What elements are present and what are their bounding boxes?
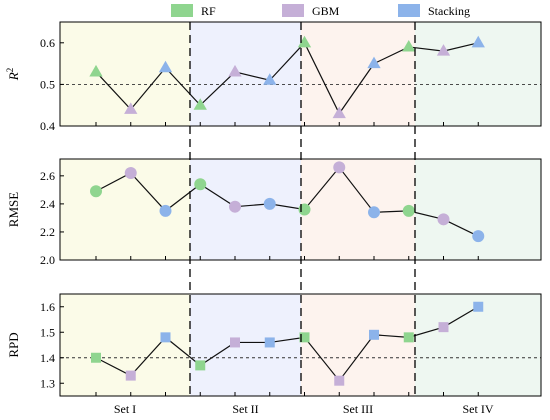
panel-2-point-9 [368,206,380,219]
legend-swatch-rf [171,4,193,17]
panel-3-point-1 [91,352,101,363]
panel-2-ytick-label-1: 2.0 [40,253,55,267]
panel-3-point-9 [369,329,379,340]
panel-2-ytick-label-2: 2.2 [40,225,55,239]
panel-2-point-12 [472,230,485,243]
panel-2-point-7 [298,203,311,216]
panel-2-point-3 [159,204,172,217]
panel-1-point-12 [471,35,485,48]
panel-3-set-band-1 [60,294,190,396]
panel-3-set-band-3 [301,294,415,396]
legend-label-stacking: Stacking [428,4,470,18]
set-label-3: Set III [343,402,373,416]
panel-1-point-6 [263,73,277,85]
panel-2-point-5 [229,200,241,213]
panel-1-point-5 [228,64,242,77]
panel-1-point-11 [436,44,451,56]
panel-2-point-10 [402,204,415,217]
panel-3-ytick-label-2: 1.4 [40,351,55,365]
legend-swatch-gbm [282,4,304,17]
panel-1-point-9 [367,56,381,69]
panel-3-point-6 [264,337,275,348]
panel-3-point-10 [403,332,414,343]
panel-3-ytick-label-3: 1.5 [40,325,55,339]
panel-1-ytick-label-2: 0.5 [40,77,55,91]
panel-3-ylabel: RPD [6,332,21,357]
panel-2-ytick-label-4: 2.6 [40,169,55,183]
panel-2-set-band-4 [415,159,541,260]
panel-3-point-4 [195,360,206,371]
panel-2-set-band-2 [190,159,301,260]
legend-label-gbm: GBM [312,4,340,18]
panel-3-point-7 [299,332,310,343]
panel-3-set-band-2 [190,294,301,396]
panel-2-point-6 [263,197,276,210]
panel-1-set-band-1 [60,22,190,126]
legend-swatch-stacking [398,4,420,17]
panel-1-ytick-label-1: 0.4 [40,119,55,133]
legend-label-rf: RF [201,4,216,18]
panel-3-point-5 [230,337,240,348]
panel-2-ylabel: RMSE [6,192,21,227]
panel-2-point-8 [333,161,346,174]
panel-1-ytick-label-3: 0.6 [40,36,55,50]
panel-3-ytick-label-4: 1.6 [40,300,55,314]
panel-1-series-line [95,41,479,115]
set-label-1: Set I [114,402,136,416]
panel-3-point-3 [160,332,171,343]
panel-1-point-4 [193,98,207,110]
panel-3-point-11 [438,322,449,333]
panel-2-point-4 [194,178,207,191]
panel-1-point-2 [124,102,138,114]
panel-3-point-8 [334,375,345,386]
panel-1-point-7 [297,35,312,48]
panel-3-point-12 [473,301,484,312]
set-label-2: Set II [232,402,258,416]
panel-3-ytick-label-1: 1.3 [40,376,55,390]
panel-3-point-2 [125,370,136,381]
panel-3-frame [59,293,542,397]
panel-1-point-1 [89,64,103,77]
panel-2-point-11 [437,213,450,226]
panel-2-point-1 [90,185,102,198]
panel-2-point-2 [124,167,137,180]
panel-2-set-band-3 [301,159,415,260]
panel-1-point-3 [158,60,173,73]
panel-1-point-10 [402,39,416,52]
set-label-4: Set IV [463,402,494,416]
panel-2-ytick-label-3: 2.4 [40,197,55,211]
panel-1-point-8 [332,106,346,119]
panel-1-ylabel: R2 [5,68,21,81]
panel-1-set-band-3 [301,22,415,126]
